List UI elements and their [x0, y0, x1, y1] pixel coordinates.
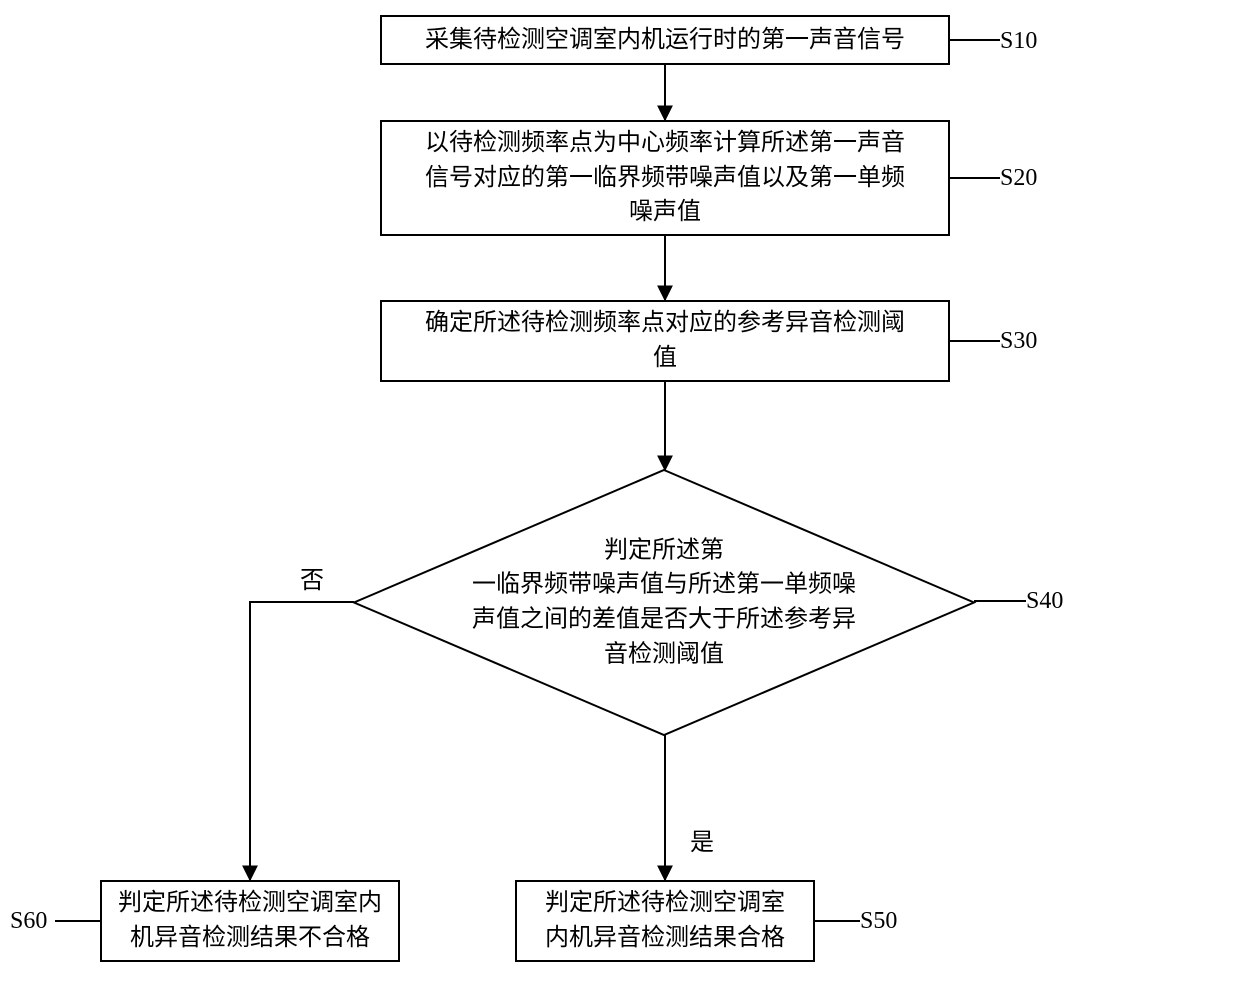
node-s10: 采集待检测空调室内机运行时的第一声音信号 [380, 15, 950, 65]
node-s40-text: 判定所述第 一临界频带噪声值与所述第一单频噪 声值之间的差值是否大于所述参考异 … [441, 533, 887, 672]
node-s40: 判定所述第 一临界频带噪声值与所述第一单频噪 声值之间的差值是否大于所述参考异 … [354, 470, 974, 735]
label-s50: S50 [860, 908, 897, 935]
node-s30: 确定所述待检测频率点对应的参考异音检测阈 值 [380, 300, 950, 382]
node-s20-text: 以待检测频率点为中心频率计算所述第一声音 信号对应的第一临界频带噪声值以及第一单… [425, 126, 905, 230]
node-s20: 以待检测频率点为中心频率计算所述第一声音 信号对应的第一临界频带噪声值以及第一单… [380, 120, 950, 236]
node-s50-text: 判定所述待检测空调室 内机异音检测结果合格 [545, 886, 785, 956]
edge-label-no: 否 [300, 560, 324, 595]
label-s20: S20 [1000, 165, 1037, 192]
label-s30: S30 [1000, 328, 1037, 355]
node-s60-text: 判定所述待检测空调室内 机异音检测结果不合格 [118, 886, 382, 956]
label-s60: S60 [10, 908, 47, 935]
node-s30-text: 确定所述待检测频率点对应的参考异音检测阈 值 [425, 306, 905, 376]
node-s50: 判定所述待检测空调室 内机异音检测结果合格 [515, 880, 815, 962]
node-s10-text: 采集待检测空调室内机运行时的第一声音信号 [425, 23, 905, 58]
label-s10: S10 [1000, 28, 1037, 55]
label-s40: S40 [1026, 588, 1063, 615]
node-s60: 判定所述待检测空调室内 机异音检测结果不合格 [100, 880, 400, 962]
edge-label-yes: 是 [690, 822, 714, 857]
